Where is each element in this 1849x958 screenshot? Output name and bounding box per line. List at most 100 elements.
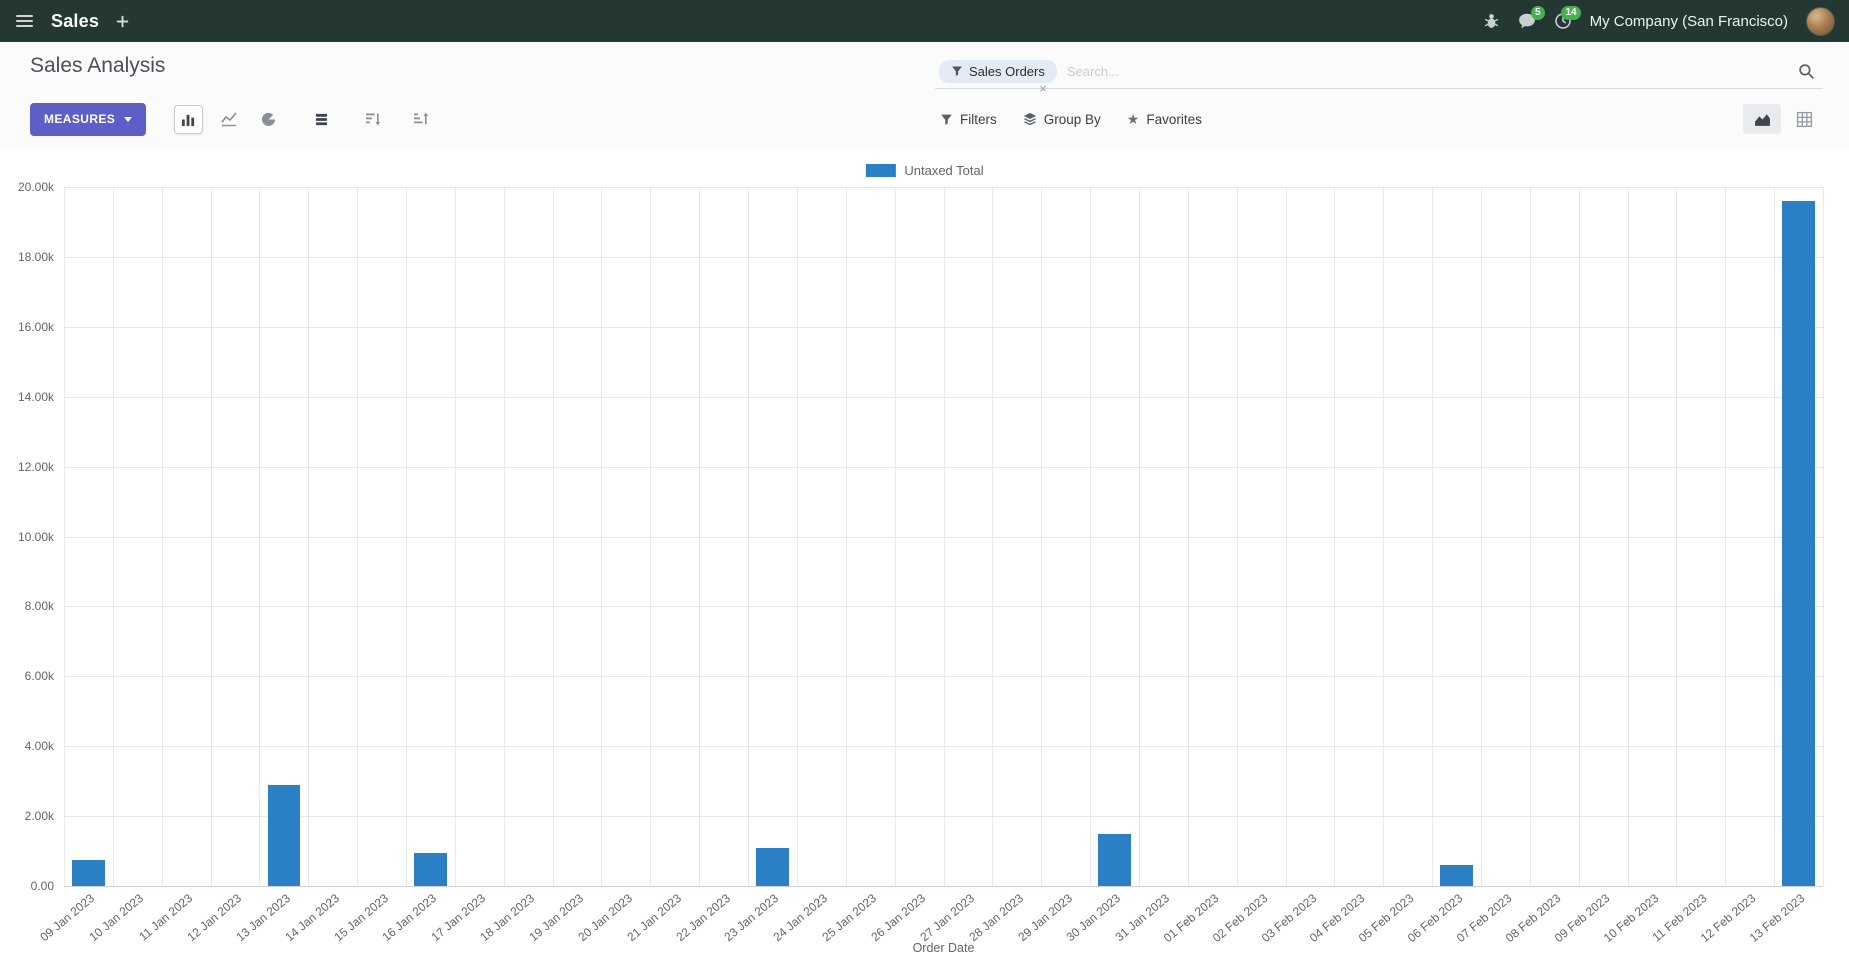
gridline-v: [845, 187, 847, 886]
bar[interactable]: [1098, 833, 1131, 886]
y-tick-label: 2.00k: [24, 809, 54, 824]
gridline-v: [992, 187, 994, 886]
gridline-v: [406, 187, 408, 886]
bar[interactable]: [72, 859, 105, 886]
plus-icon[interactable]: [115, 14, 130, 29]
legend-swatch: [865, 164, 896, 177]
y-tick-label: 12.00k: [17, 459, 54, 474]
filter-cluster: Filters Group By ★ Favorites: [940, 112, 1202, 127]
gridline-v: [1774, 187, 1776, 886]
favorites-label: Favorites: [1146, 111, 1202, 127]
y-tick-label: 6.00k: [24, 669, 54, 684]
sort-descending-button[interactable]: [359, 105, 387, 133]
gridline-v: [1823, 187, 1824, 886]
gridline-v: [454, 187, 456, 886]
measures-label: MEASURES: [44, 112, 116, 126]
sort-ascending-button[interactable]: [407, 105, 435, 133]
star-icon: ★: [1126, 111, 1140, 127]
bar[interactable]: [267, 784, 300, 886]
activities-clock-icon[interactable]: 14: [1554, 6, 1581, 30]
gridline-v: [1432, 187, 1434, 886]
x-tick-label: 10 Jan 2023: [86, 891, 147, 945]
filters-button[interactable]: Filters: [940, 112, 997, 127]
app-name[interactable]: Sales: [51, 10, 100, 31]
search-icon[interactable]: [1798, 63, 1815, 80]
gridline-v: [210, 187, 212, 886]
layers-icon: [1023, 112, 1037, 126]
bar[interactable]: [1782, 200, 1815, 886]
y-tick-label: 14.00k: [17, 389, 54, 404]
facet-remove-icon[interactable]: ×: [1039, 80, 1047, 96]
gridline-v: [943, 187, 945, 886]
y-tick-label: 10.00k: [17, 529, 54, 544]
gridline-v: [112, 187, 114, 886]
messages-badge: 5: [1531, 6, 1545, 20]
search-facet[interactable]: Sales Orders ×: [939, 59, 1057, 95]
gridline-v: [1627, 187, 1629, 886]
measures-button[interactable]: MEASURES: [30, 102, 147, 136]
gridline-v: [357, 187, 359, 886]
chart-region: Untaxed Total 0.00 2.00k 4.00k 6.00k 8.00k 10…: [0, 151, 1849, 958]
pie-chart-button[interactable]: [255, 106, 282, 133]
gridline-v: [1041, 187, 1043, 886]
bar[interactable]: [1440, 865, 1473, 886]
bar[interactable]: [414, 852, 447, 886]
pivot-view-button[interactable]: [1785, 104, 1823, 134]
control-panel: Sales Analysis Sales Orders × MEASURES: [0, 42, 1849, 151]
y-tick-label: 0.00: [30, 879, 54, 893]
y-tick-label: 20.00k: [17, 180, 54, 194]
line-chart-button[interactable]: [215, 105, 243, 133]
view-switcher: [1743, 104, 1823, 134]
company-switcher[interactable]: My Company (San Francisco): [1589, 12, 1788, 30]
gridline-v: [650, 187, 652, 886]
y-tick-label: 16.00k: [17, 319, 54, 334]
stacked-toggle-button[interactable]: [308, 106, 335, 133]
y-tick-label: 8.00k: [24, 599, 54, 614]
group-by-button[interactable]: Group By: [1023, 112, 1101, 127]
messages-icon[interactable]: 5: [1518, 6, 1545, 30]
gridline-h: [64, 886, 1823, 887]
group-by-label: Group By: [1043, 111, 1101, 127]
filter-facet-icon: [951, 65, 963, 77]
sort-group: [359, 105, 435, 133]
gridline-v: [552, 187, 554, 886]
user-avatar[interactable]: [1806, 6, 1835, 36]
caret-down-icon: [124, 116, 133, 122]
gridline-v: [894, 187, 896, 886]
search-input[interactable]: [1064, 62, 1790, 80]
funnel-icon: [940, 113, 953, 126]
bar-chart-button[interactable]: [174, 104, 204, 134]
gridline-v: [1725, 187, 1727, 886]
gridline-v: [1480, 187, 1482, 886]
gridline-v: [1334, 187, 1336, 886]
gridline-v: [1187, 187, 1189, 886]
page-title: Sales Analysis: [30, 54, 166, 77]
chart-legend[interactable]: Untaxed Total: [865, 163, 984, 178]
gridline-v: [601, 187, 603, 886]
search-bar[interactable]: Sales Orders ×: [935, 54, 1823, 95]
gridline-v: [1138, 187, 1140, 886]
chart-type-group: [174, 104, 282, 134]
gridline-v: [796, 187, 798, 886]
gridline-v: [699, 187, 701, 886]
bar[interactable]: [756, 847, 789, 886]
gridline-v: [308, 187, 310, 886]
debug-bug-icon[interactable]: [1483, 13, 1500, 30]
graph-view-button[interactable]: [1743, 104, 1781, 134]
gridline-v: [503, 187, 505, 886]
gridline-v: [1578, 187, 1580, 886]
gridline-v: [1383, 187, 1385, 886]
gridline-v: [161, 187, 163, 886]
filters-label: Filters: [960, 111, 997, 127]
legend-label: Untaxed Total: [904, 163, 984, 178]
apps-menu-icon[interactable]: [14, 11, 35, 31]
gridline-v: [1529, 187, 1531, 886]
favorites-button[interactable]: ★ Favorites: [1127, 112, 1202, 127]
y-tick-label: 4.00k: [24, 739, 54, 754]
x-axis-title: Order Date: [912, 941, 975, 955]
activities-badge: 14: [1561, 6, 1581, 20]
gridline-v: [1676, 187, 1678, 886]
gridline-v: [748, 187, 750, 886]
gridline-v: [1236, 187, 1238, 886]
y-tick-label: 18.00k: [17, 249, 54, 264]
